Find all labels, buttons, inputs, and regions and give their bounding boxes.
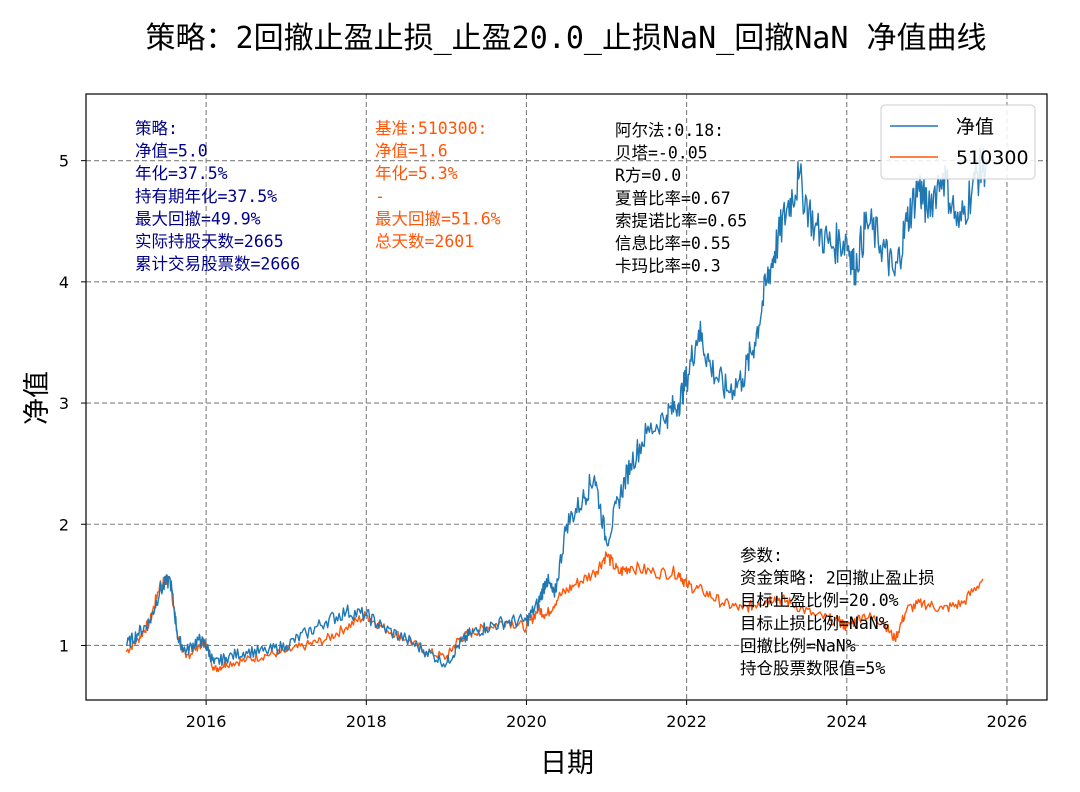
annotation-benchmark-line: 最大回撤=51.6% bbox=[375, 209, 501, 228]
annotation-benchmark-line: 基准:510300: bbox=[375, 119, 487, 138]
annotation-metrics-line: R方=0.0 bbox=[615, 166, 681, 185]
y-axis-label: 净值 bbox=[22, 371, 53, 425]
x-tick-label: 2022 bbox=[666, 712, 707, 731]
annotation-metrics-line: 信息比率=0.55 bbox=[615, 234, 731, 253]
y-tick-label: 5 bbox=[59, 152, 69, 171]
annotation-strategy-line: 实际持股天数=2665 bbox=[135, 232, 284, 251]
annotation-params-line: 目标止盈比例=20.0% bbox=[740, 591, 899, 610]
series-layer bbox=[125, 147, 988, 673]
annotation-params-line: 回撤比例=NaN% bbox=[740, 636, 856, 655]
annotation-strategy-line: 累计交易股票数=2666 bbox=[135, 255, 300, 274]
legend-label-net-value: 净值 bbox=[956, 116, 994, 138]
y-tick-label: 3 bbox=[59, 394, 69, 413]
plot-area bbox=[86, 94, 1047, 700]
x-tick-label: 2016 bbox=[186, 712, 227, 731]
annotation-metrics-line: 夏普比率=0.67 bbox=[615, 189, 731, 208]
series-line-net-value bbox=[125, 147, 988, 668]
annotation-strategy-line: 年化=37.5% bbox=[135, 164, 228, 183]
annotation-benchmark-line: - bbox=[375, 187, 385, 206]
x-axis-label: 日期 bbox=[540, 748, 594, 779]
annotation-layer: 策略: 净值=5.0 年化=37.5% 持有期年化=37.5% 最大回撤=49.9% 实际… bbox=[135, 119, 935, 678]
annotation-strategy-line: 净值=5.0 bbox=[135, 142, 208, 161]
annotation-metrics-line: 贝塔=-0.05 bbox=[615, 144, 708, 163]
annotation-params-line: 目标止损比例=NaN% bbox=[740, 614, 889, 633]
x-tick-label: 2020 bbox=[506, 712, 547, 731]
plot-frame bbox=[85, 93, 1048, 701]
x-tick-label: 2026 bbox=[987, 712, 1028, 731]
annotation-params-line: 参数: bbox=[740, 546, 783, 565]
y-tick-label: 4 bbox=[59, 273, 69, 292]
axis-ticks: 2016 2018 2020 2022 2024 2026 1 2 3 4 5 bbox=[59, 152, 1028, 731]
annotation-benchmark-line: 净值=1.6 bbox=[375, 142, 448, 161]
annotation-strategy-line: 策略: bbox=[135, 119, 178, 138]
x-tick-label: 2024 bbox=[826, 712, 867, 731]
x-tick-label: 2018 bbox=[346, 712, 387, 731]
annotation-params-line: 资金策略: 2回撤止盈止损 bbox=[740, 569, 935, 588]
annotation-strategy-line: 最大回撤=49.9% bbox=[135, 209, 261, 228]
annotation-metrics-line: 阿尔法:0.18: bbox=[615, 121, 724, 140]
annotation-strategy-line: 持有期年化=37.5% bbox=[135, 187, 277, 206]
annotation-benchmark-line: 年化=5.3% bbox=[375, 164, 458, 183]
annotation-metrics-line: 索提诺比率=0.65 bbox=[615, 211, 747, 230]
annotation-params-line: 持仓股票数限值=5% bbox=[740, 659, 885, 678]
y-tick-label: 1 bbox=[59, 636, 69, 655]
legend-box bbox=[880, 104, 1036, 180]
annotation-benchmark-line: 总天数=2601 bbox=[375, 232, 474, 251]
annotation-metrics-line: 卡玛比率=0.3 bbox=[615, 257, 721, 276]
chart-title: 策略：2回撤止盈止损_止盈20.0_止损NaN_回撤NaN 净值曲线 bbox=[146, 21, 987, 56]
legend-label-benchmark: 510300 bbox=[956, 147, 1029, 169]
y-tick-label: 2 bbox=[59, 515, 69, 534]
legend: 净值 510300 bbox=[880, 104, 1036, 180]
